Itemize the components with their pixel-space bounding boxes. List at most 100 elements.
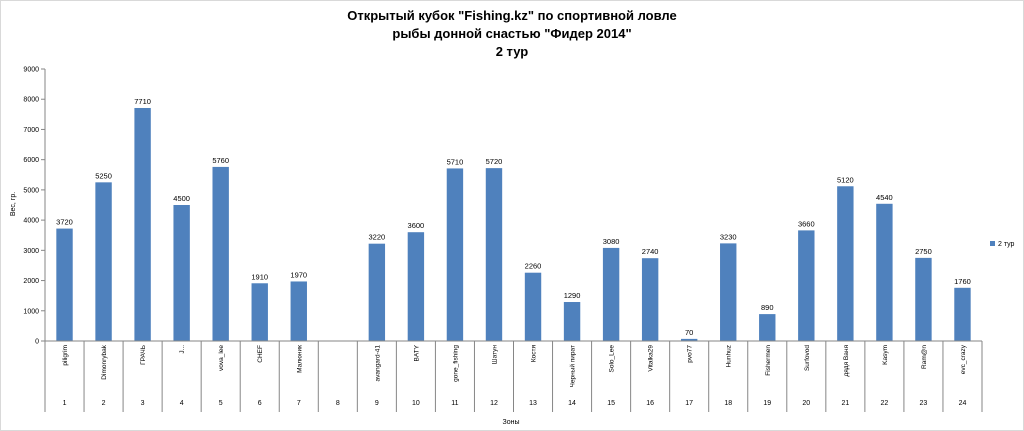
x-category-name: piligrim [62, 345, 69, 366]
data-label: 4500 [173, 194, 190, 203]
x-category-name: Surfovod [804, 345, 811, 371]
x-category-name: gone_fishing [452, 345, 459, 382]
x-zone-number: 17 [685, 400, 693, 407]
x-category-name: CHEF [257, 345, 264, 363]
x-category-name: Малюник [296, 345, 303, 373]
x-zone-number: 11 [451, 400, 458, 407]
x-axis: piligrim 1 Dimonrybak 2 ГРАЧЬ 3 J... 4 vova_lee 5… [44, 340, 983, 412]
x-category-name: Vitalka29 [648, 345, 655, 372]
x-category-name: evc_crazy [960, 344, 967, 374]
x-category-name: vova_lee [218, 345, 225, 371]
bar [602, 247, 620, 341]
data-label: 5710 [447, 157, 464, 166]
x-category-name: ГРАЧЬ [140, 345, 147, 365]
bar [641, 258, 659, 341]
y-tick-label: 2000 [23, 278, 39, 285]
data-label: 1290 [564, 291, 581, 300]
x-zone-number: 12 [490, 400, 498, 407]
data-label: 2750 [915, 247, 932, 256]
data-label: 3600 [408, 221, 425, 230]
bar [837, 186, 854, 341]
data-label: 4540 [876, 193, 893, 202]
data-label: 890 [761, 303, 774, 312]
bar [954, 287, 971, 341]
x-zone-number: 23 [920, 400, 928, 407]
data-label: 2740 [642, 247, 659, 256]
x-zone-number: 15 [607, 400, 615, 407]
bar [134, 107, 151, 341]
y-tick-label: 0 [35, 339, 39, 346]
x-category-name: J... [179, 345, 186, 354]
data-label: 1760 [954, 277, 971, 286]
bar [446, 168, 464, 341]
y-tick-label: 5000 [23, 187, 39, 194]
x-category-name: Ram@n [921, 345, 928, 369]
x-zone-number: 16 [646, 400, 654, 407]
data-label: 1970 [290, 270, 307, 279]
x-category-name: Fishermen [765, 345, 772, 376]
x-category-name: Kasym [882, 345, 889, 365]
data-label: 5250 [95, 171, 112, 180]
x-zone-number: 22 [880, 400, 888, 407]
x-zone-number: 10 [412, 400, 420, 407]
x-axis-title: Зоны [502, 419, 519, 426]
x-category-name: дядя Ваня [843, 345, 850, 377]
x-zone-number: 4 [180, 400, 184, 407]
bar [368, 243, 386, 341]
x-zone-number: 18 [724, 400, 732, 407]
bar [173, 205, 190, 341]
data-label: 3720 [56, 218, 73, 227]
y-tick-label: 4000 [23, 218, 39, 225]
x-category-name: Костя [531, 345, 538, 363]
x-zone-number: 5 [219, 400, 223, 407]
data-label: 7710 [134, 97, 151, 106]
legend-label: 2 тур [998, 241, 1015, 248]
data-label: 3230 [720, 232, 737, 241]
x-category-name: Черный пират [569, 345, 577, 387]
y-tick-label: 3000 [23, 248, 39, 255]
bar [56, 228, 73, 341]
data-label: 70 [685, 328, 693, 337]
bar [407, 232, 425, 341]
data-label: 3080 [603, 237, 620, 246]
y-tick-label: 7000 [23, 127, 39, 134]
bar [485, 168, 503, 341]
bar [680, 338, 698, 341]
data-label: 5720 [486, 157, 503, 166]
bar [251, 283, 268, 341]
data-label: 3220 [369, 233, 386, 242]
bar [212, 166, 229, 341]
bar [798, 230, 815, 341]
x-zone-number: 6 [258, 400, 262, 407]
x-zone-number: 14 [568, 400, 576, 407]
data-label: 3660 [798, 219, 815, 228]
bar [290, 281, 307, 341]
chart-title-line-1: Открытый кубок "Fishing.kz" по спортивно… [347, 8, 677, 23]
x-category-name: Шатун [491, 345, 498, 365]
bar [759, 314, 776, 341]
x-zone-number: 1 [63, 400, 67, 407]
x-zone-number: 21 [841, 400, 849, 407]
x-zone-number: 8 [336, 400, 340, 407]
x-zone-number: 9 [375, 400, 379, 407]
legend: 2 тур [990, 241, 1015, 248]
y-tick-label: 9000 [23, 67, 39, 74]
y-tick-label: 1000 [23, 308, 39, 315]
x-category-name: Dimonrybak [101, 344, 108, 379]
x-zone-number: 24 [959, 400, 967, 407]
bar [915, 257, 932, 341]
bar [720, 243, 737, 341]
bar [876, 203, 893, 341]
data-label: 5120 [837, 175, 854, 184]
bar [524, 272, 542, 341]
bar [95, 182, 112, 341]
y-axis-title: Вес, гр. [10, 192, 17, 216]
data-label: 2260 [525, 262, 542, 271]
y-tick-label: 6000 [23, 157, 39, 164]
x-category-name: BATY [413, 344, 420, 361]
data-label: 1910 [251, 272, 268, 281]
chart-title-line-2: рыбы донной снастью "Фидер 2014" [392, 26, 631, 41]
y-tick-label: 8000 [23, 97, 39, 104]
